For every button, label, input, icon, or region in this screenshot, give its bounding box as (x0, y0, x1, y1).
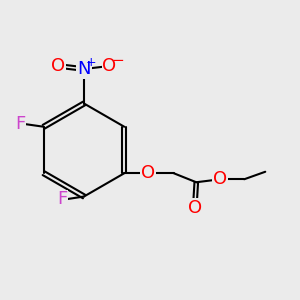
Text: O: O (188, 199, 202, 217)
Text: O: O (141, 164, 155, 182)
Text: O: O (213, 170, 227, 188)
Text: O: O (102, 57, 117, 75)
Text: +: + (85, 56, 96, 69)
Text: O: O (51, 57, 66, 75)
Text: N: N (77, 60, 91, 78)
Text: −: − (112, 53, 124, 68)
Text: F: F (57, 190, 67, 208)
Text: F: F (15, 115, 26, 133)
